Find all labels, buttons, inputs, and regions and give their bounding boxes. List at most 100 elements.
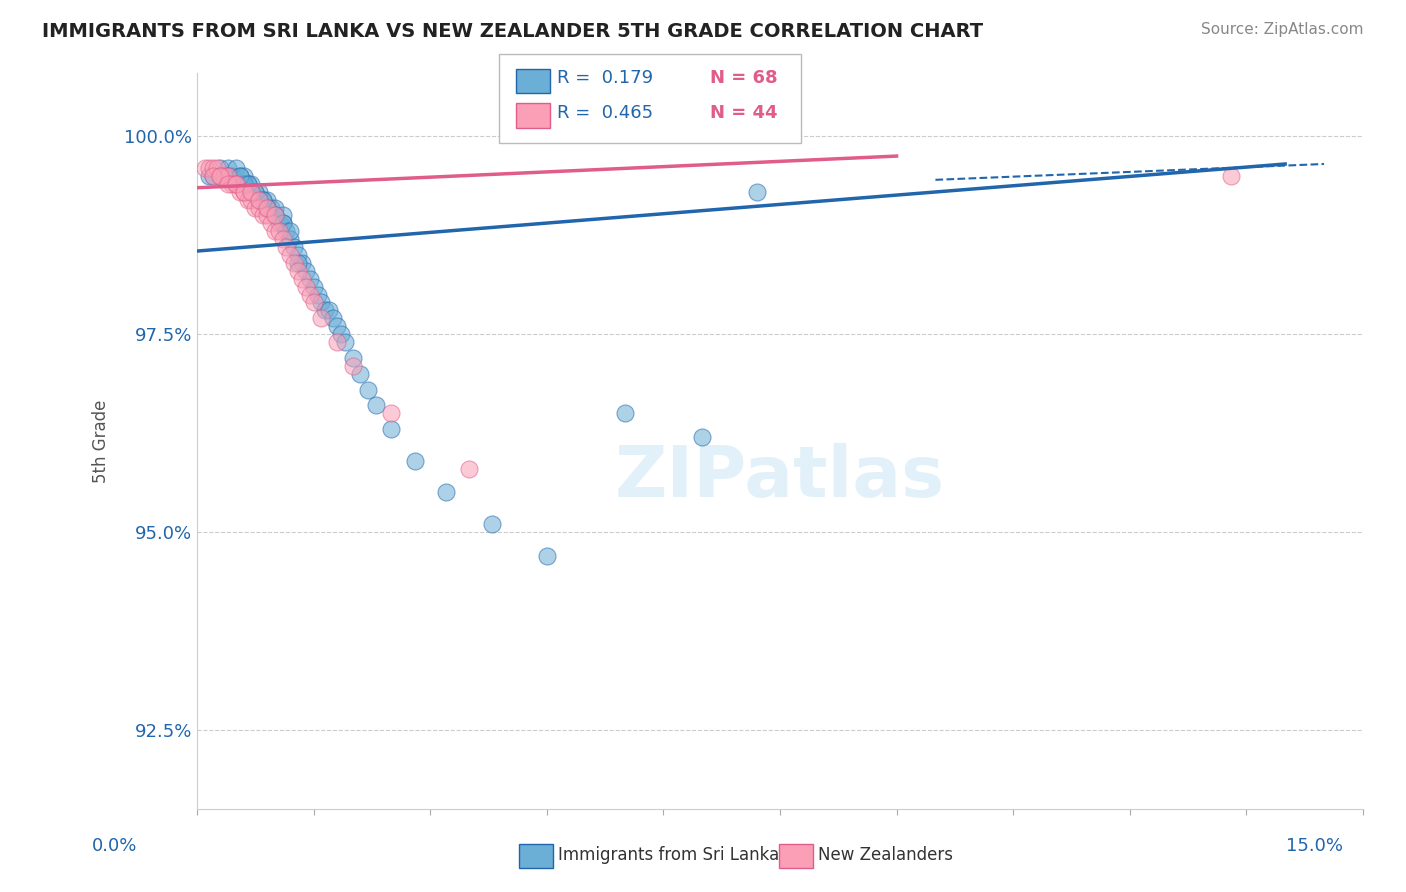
Point [349, 367, 371, 381]
Point [217, 177, 239, 191]
Point [536, 549, 558, 563]
Point [225, 161, 247, 175]
Point [318, 303, 340, 318]
Point [326, 334, 349, 349]
Point [256, 201, 278, 215]
Point [302, 295, 325, 310]
Point [307, 287, 329, 301]
Point [267, 216, 290, 230]
Point [256, 201, 278, 215]
Point [271, 216, 294, 230]
Point [295, 264, 318, 278]
Point [240, 185, 263, 199]
Point [298, 272, 321, 286]
Point [256, 193, 278, 207]
Point [263, 224, 285, 238]
Point [745, 185, 768, 199]
Point [333, 334, 356, 349]
Point [326, 319, 349, 334]
Text: 0.0%: 0.0% [91, 837, 136, 855]
Point [229, 169, 252, 183]
Point [276, 240, 298, 254]
Point [232, 177, 254, 191]
Point [311, 311, 333, 326]
Point [287, 264, 309, 278]
Point [271, 209, 294, 223]
Point [322, 311, 344, 326]
Point [271, 232, 294, 246]
Point [236, 193, 259, 207]
Point [404, 454, 426, 468]
Point [1219, 169, 1241, 183]
Point [232, 185, 254, 199]
Text: Immigrants from Sri Lanka: Immigrants from Sri Lanka [558, 847, 779, 864]
Point [280, 232, 302, 246]
Point [434, 485, 457, 500]
Point [236, 177, 259, 191]
Point [247, 185, 270, 199]
Point [225, 177, 247, 191]
Point [314, 303, 336, 318]
Point [287, 256, 309, 270]
Point [342, 351, 364, 365]
Point [291, 272, 314, 286]
Point [197, 161, 219, 175]
Point [298, 287, 321, 301]
Point [291, 256, 314, 270]
Point [217, 169, 239, 183]
Text: N = 68: N = 68 [710, 70, 778, 87]
Point [240, 185, 263, 199]
Point [357, 383, 380, 397]
Point [247, 201, 270, 215]
Point [364, 398, 387, 412]
Point [236, 177, 259, 191]
Text: 15.0%: 15.0% [1285, 837, 1343, 855]
Point [205, 161, 228, 175]
Point [271, 216, 294, 230]
Point [329, 327, 352, 342]
Point [458, 461, 481, 475]
Point [263, 209, 285, 223]
Point [217, 161, 239, 175]
Point [232, 177, 254, 191]
Text: R =  0.465: R = 0.465 [557, 104, 652, 122]
Point [201, 161, 224, 175]
Point [256, 201, 278, 215]
Point [229, 185, 252, 199]
Point [283, 240, 305, 254]
Point [280, 224, 302, 238]
Point [232, 169, 254, 183]
Point [225, 177, 247, 191]
Point [302, 279, 325, 293]
Point [263, 209, 285, 223]
Point [229, 169, 252, 183]
Point [232, 185, 254, 199]
Point [260, 201, 283, 215]
Point [276, 224, 298, 238]
Point [295, 279, 318, 293]
Point [342, 359, 364, 373]
Point [225, 177, 247, 191]
Point [221, 169, 243, 183]
Point [247, 193, 270, 207]
Point [613, 406, 636, 420]
Y-axis label: 5th Grade: 5th Grade [93, 400, 110, 483]
Text: New Zealanders: New Zealanders [818, 847, 953, 864]
Point [209, 169, 232, 183]
Point [240, 193, 263, 207]
Text: R =  0.179: R = 0.179 [557, 70, 652, 87]
Point [380, 422, 402, 436]
Point [380, 406, 402, 420]
Point [260, 216, 283, 230]
Point [209, 169, 232, 183]
Point [240, 185, 263, 199]
Text: ZIPatlas: ZIPatlas [614, 443, 945, 512]
Point [209, 161, 232, 175]
Point [252, 193, 274, 207]
Text: N = 44: N = 44 [710, 104, 778, 122]
Text: Source: ZipAtlas.com: Source: ZipAtlas.com [1201, 22, 1364, 37]
Point [252, 209, 274, 223]
Point [201, 169, 224, 183]
Point [267, 224, 290, 238]
Point [209, 169, 232, 183]
